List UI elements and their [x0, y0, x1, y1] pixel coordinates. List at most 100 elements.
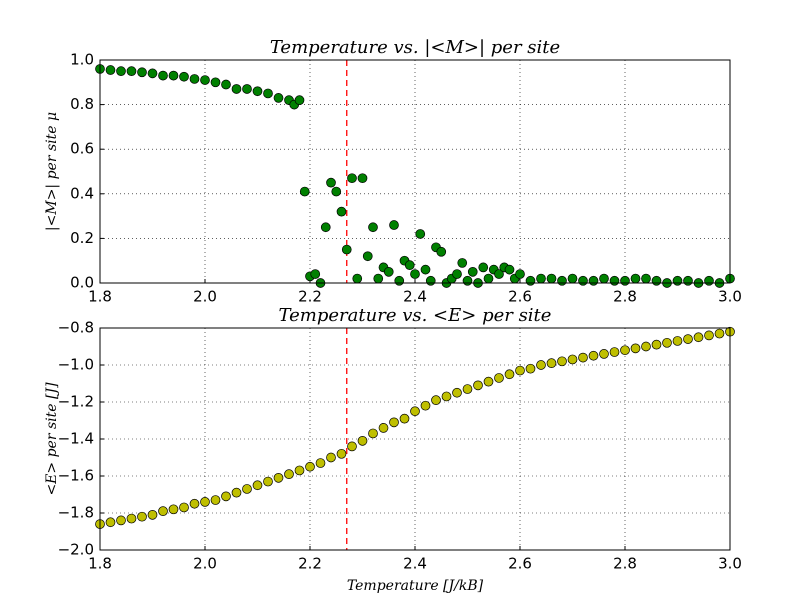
point: [693, 332, 704, 343]
point: [504, 369, 515, 380]
point: [431, 395, 441, 405]
y-tick-label: 1.0: [70, 51, 94, 69]
point: [662, 337, 672, 348]
point: [242, 484, 252, 494]
x-tick-label: 2.0: [193, 555, 217, 573]
point: [494, 269, 504, 279]
point: [620, 275, 630, 286]
x-tick-label: 2.0: [193, 288, 217, 306]
point: [672, 275, 683, 286]
point: [221, 491, 231, 502]
point: [389, 220, 399, 230]
point: [415, 229, 426, 239]
point: [467, 267, 478, 277]
point: [331, 186, 342, 197]
point: [557, 356, 567, 367]
point: [609, 275, 620, 286]
point: [341, 244, 352, 255]
point: [441, 391, 452, 402]
y-tick-label: −1.0: [58, 356, 94, 374]
y-tick-label: 0.8: [70, 95, 94, 113]
point: [546, 273, 557, 284]
point: [557, 275, 567, 286]
point: [357, 436, 368, 446]
point: [147, 509, 158, 520]
point: [578, 352, 588, 363]
point: [368, 428, 378, 439]
point: [641, 341, 651, 352]
point: [273, 473, 284, 483]
y-tick-label: −1.8: [58, 504, 94, 522]
point: [189, 498, 200, 509]
point: [609, 347, 620, 357]
y-axis-label: |<M>| per site μ: [44, 112, 60, 231]
x-tick-label: 2.2: [298, 288, 322, 306]
point: [420, 400, 431, 411]
point: [326, 452, 336, 463]
point: [179, 71, 189, 82]
point: [641, 273, 651, 284]
point: [105, 517, 116, 528]
point: [483, 273, 494, 284]
point: [536, 360, 546, 370]
point: [137, 511, 147, 522]
point: [347, 441, 357, 452]
point: [252, 480, 263, 491]
point: [320, 222, 331, 233]
point: [231, 84, 242, 94]
point: [630, 273, 641, 284]
point: [410, 406, 420, 417]
point: [399, 413, 410, 424]
point: [410, 269, 420, 279]
point: [588, 350, 599, 361]
point: [404, 260, 415, 271]
point: [494, 373, 504, 383]
point: [126, 66, 137, 77]
point: [294, 465, 305, 476]
point: [147, 68, 158, 79]
point: [462, 384, 473, 394]
point: [336, 448, 347, 459]
point: [373, 273, 384, 284]
y-tick-label: 0.0: [70, 274, 94, 292]
point: [546, 358, 557, 368]
point: [336, 206, 347, 217]
point: [137, 67, 147, 78]
point: [315, 458, 326, 468]
x-tick-label: 2.6: [508, 288, 532, 306]
point: [473, 380, 483, 391]
y-tick-label: −2.0: [58, 541, 94, 559]
axes-frame: [99, 327, 731, 551]
x-tick-label: 1.8: [88, 288, 112, 306]
point: [126, 513, 137, 524]
point: [515, 269, 525, 279]
x-tick-label: 2.2: [298, 555, 322, 573]
point: [478, 262, 489, 273]
point: [168, 504, 179, 515]
point: [305, 461, 315, 472]
y-tick-label: 0.6: [70, 140, 94, 158]
point: [525, 363, 536, 374]
point: [452, 269, 462, 279]
point: [273, 93, 284, 103]
point: [168, 70, 179, 81]
point: [284, 469, 294, 479]
point: [221, 79, 231, 90]
x-tick-label: 3.0: [718, 288, 742, 306]
point: [394, 275, 405, 286]
point: [310, 269, 321, 279]
point: [515, 365, 525, 376]
point: [158, 70, 168, 81]
point: [252, 86, 263, 97]
y-tick-label: −1.2: [58, 393, 94, 411]
x-axis-label: Temperature [J/kB]: [347, 578, 484, 594]
point: [651, 339, 662, 350]
point: [588, 275, 599, 286]
point: [116, 515, 126, 526]
point: [536, 273, 546, 284]
y-tick-label: −0.8: [58, 319, 94, 337]
point: [651, 275, 662, 286]
